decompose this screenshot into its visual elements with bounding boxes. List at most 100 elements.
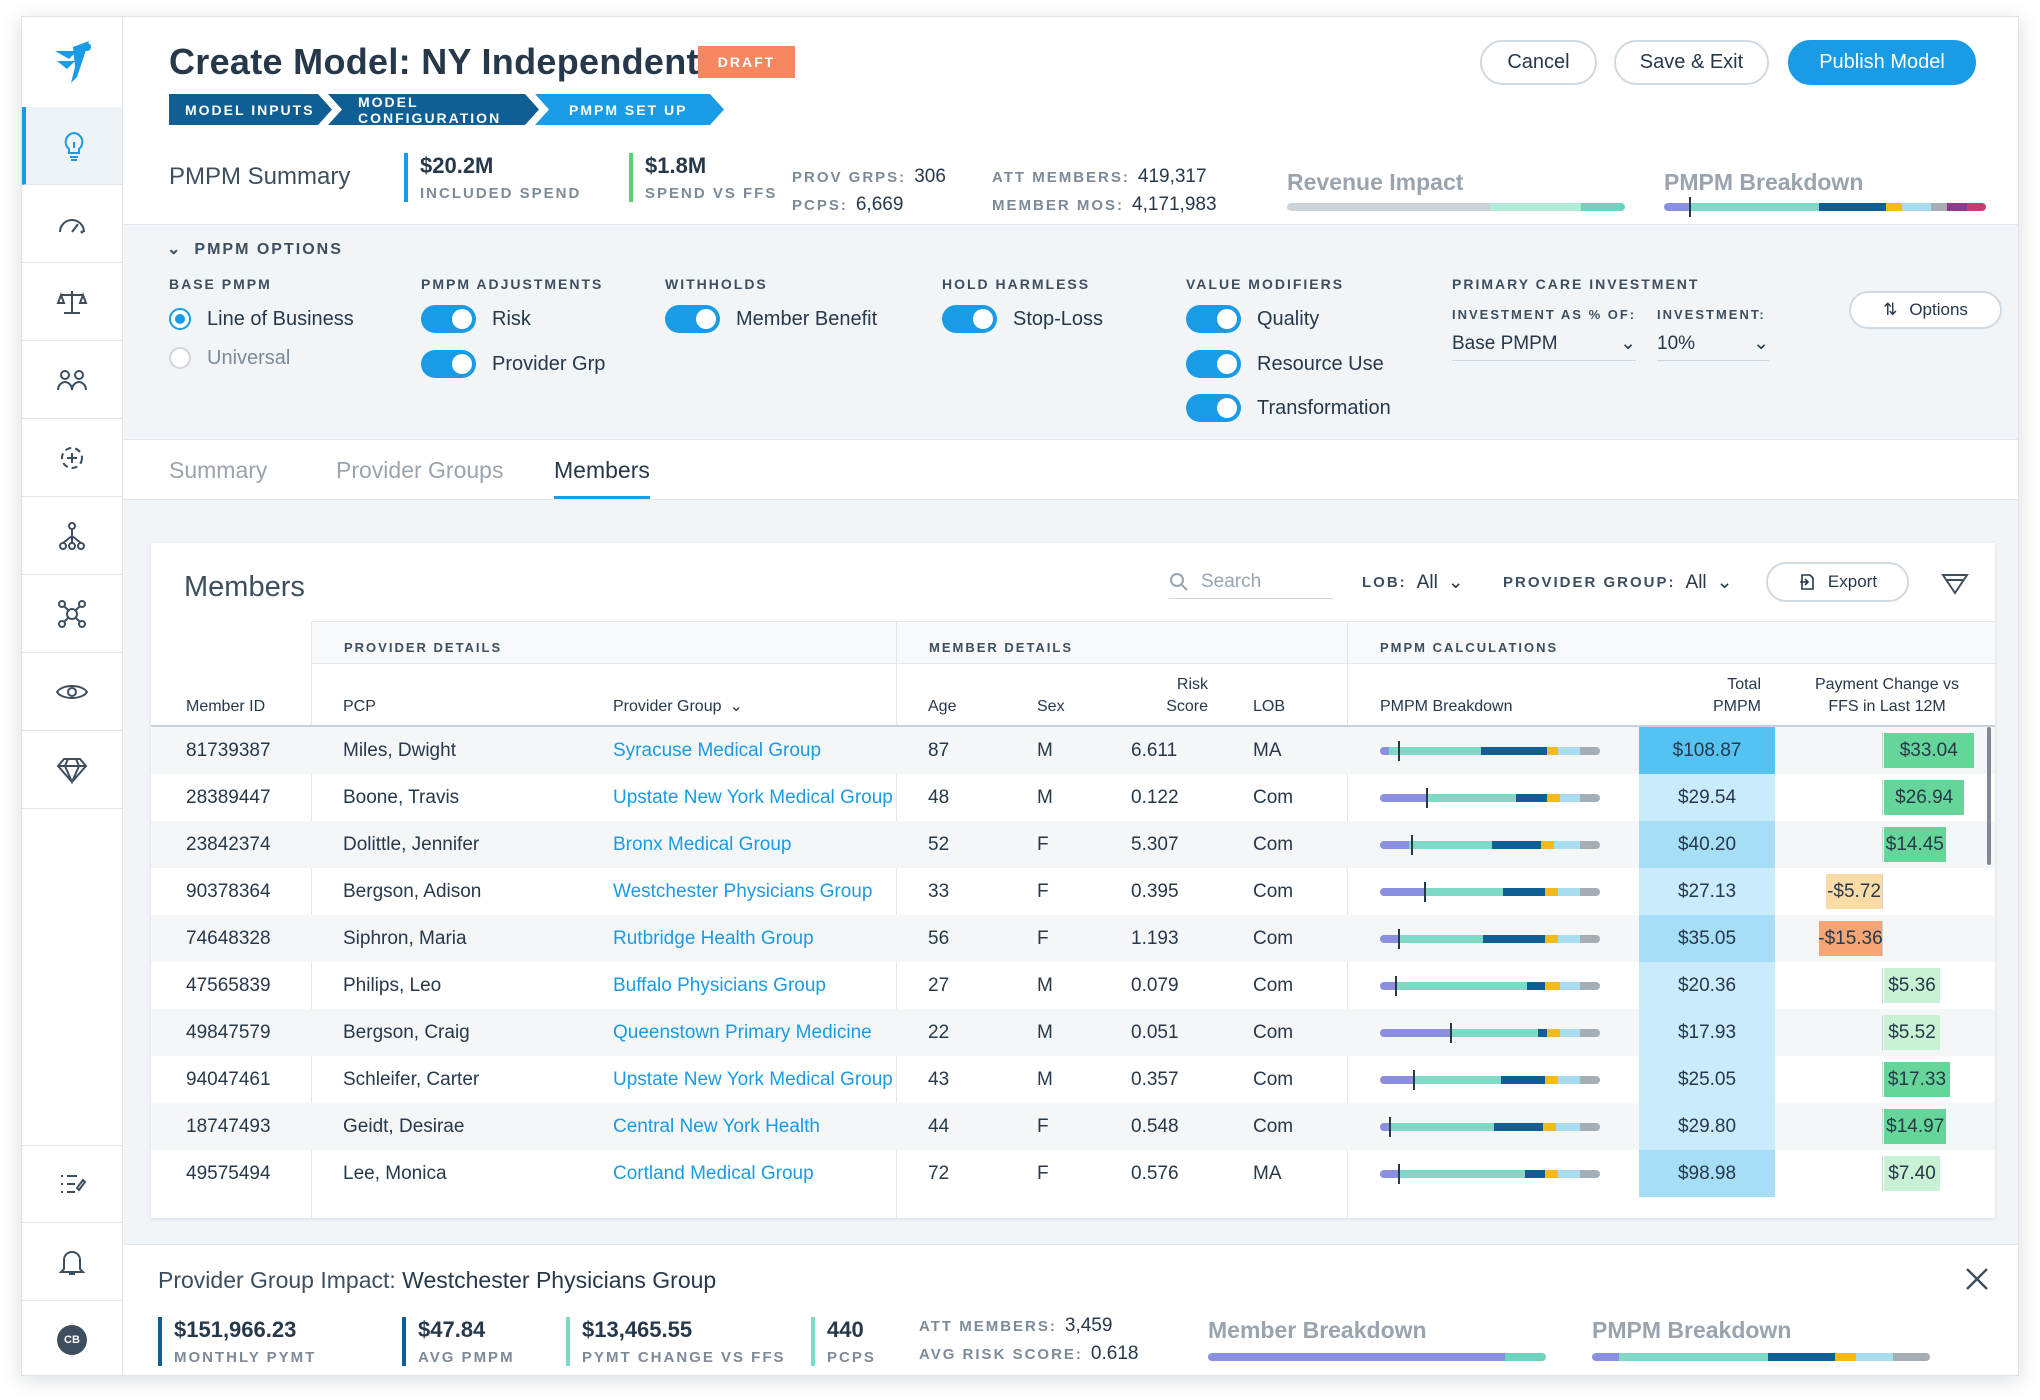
nav-network[interactable]: [22, 419, 122, 497]
cell-provider-group-link[interactable]: Rutbridge Health Group: [613, 928, 814, 949]
member-breakdown-bar[interactable]: [1208, 1353, 1546, 1361]
column-header-payment-change[interactable]: Payment Change vs FFS in Last 12M: [1787, 674, 1987, 718]
app-window: CB Create Model: NY Independent DRAFT Ca…: [21, 16, 2019, 1376]
avatar[interactable]: CB: [57, 1325, 87, 1355]
column-header-provider-group[interactable]: Provider Group ⌄: [613, 696, 743, 718]
investment-select[interactable]: 10% ⌄: [1657, 327, 1769, 361]
toggle-switch: [1186, 394, 1241, 422]
toggle-risk[interactable]: Risk: [421, 304, 531, 334]
publish-model-button[interactable]: Publish Model: [1788, 40, 1976, 85]
radio-on-icon: [169, 308, 191, 330]
footer-pmpm-breakdown-bar[interactable]: [1592, 1353, 1930, 1361]
table-row[interactable]: 90378364 Bergson, Adison Westchester Physi…: [151, 868, 1995, 915]
content-area: Members Search LOB: All ⌄ PROVIDER GROUP: A…: [123, 500, 2018, 1244]
nav-balance[interactable]: [22, 263, 122, 341]
toggle-member-benefit[interactable]: Member Benefit: [665, 304, 877, 334]
cell-pmpm-breakdown-bar[interactable]: [1380, 747, 1600, 755]
cell-pmpm-breakdown-bar[interactable]: [1380, 1123, 1600, 1131]
cell-provider-group-link[interactable]: Central New York Health: [613, 1116, 820, 1137]
breadcrumb-step-model-configuration[interactable]: MODEL CONFIGURATION: [328, 94, 539, 125]
column-header-age[interactable]: Age: [928, 698, 957, 715]
column-header-lob[interactable]: LOB: [1253, 698, 1286, 715]
table-row[interactable]: 49575494 Lee, Monica Cortland Medical Grou…: [151, 1150, 1995, 1197]
pmpm-breakdown-bar[interactable]: [1664, 203, 1986, 211]
bar-segment: [1544, 888, 1559, 896]
bar-segment: [1581, 203, 1625, 211]
nav-hub[interactable]: [22, 575, 122, 653]
breadcrumb-step-model-inputs[interactable]: MODEL INPUTS: [169, 94, 332, 125]
nav-watch[interactable]: [22, 653, 122, 731]
column-header-pcp[interactable]: PCP: [343, 698, 376, 715]
provider-group-filter[interactable]: PROVIDER GROUP: All ⌄: [1503, 571, 1733, 594]
cell-pmpm-breakdown-bar[interactable]: [1380, 1076, 1600, 1084]
search-input[interactable]: Search: [1169, 565, 1333, 599]
cancel-button[interactable]: Cancel: [1480, 40, 1597, 85]
column-header-member-id[interactable]: Member ID: [186, 698, 266, 715]
table-row[interactable]: 81739387 Miles, Dwight Syracuse Medical Gr…: [151, 727, 1995, 774]
investment-as-select[interactable]: Base PMPM ⌄: [1452, 327, 1636, 361]
table-row[interactable]: 18747493 Geidt, Desirae Central New York H…: [151, 1103, 1995, 1150]
nav-members[interactable]: [22, 341, 122, 419]
nav-tasks[interactable]: [22, 1145, 122, 1223]
toggle-transformation[interactable]: Transformation: [1186, 393, 1391, 423]
revenue-impact-bar[interactable]: [1287, 203, 1625, 211]
chevron-down-icon: ⌄: [167, 241, 183, 258]
options-button[interactable]: ⇅ Options: [1849, 291, 2002, 329]
toggle-resource-use[interactable]: Resource Use: [1186, 349, 1384, 379]
cell-member-id: 90378364: [186, 881, 271, 902]
cell-pmpm-breakdown-bar[interactable]: [1380, 1029, 1600, 1037]
table-row[interactable]: 94047461 Schleifer, Carter Upstate New Yor…: [151, 1056, 1995, 1103]
tab-members[interactable]: Members: [554, 457, 650, 499]
column-header-risk-score[interactable]: Risk Score: [1131, 674, 1208, 718]
close-icon[interactable]: [1963, 1265, 1991, 1293]
table-row[interactable]: 23842374 Dolittle, Jennifer Bronx Medical …: [151, 821, 1995, 868]
table-row[interactable]: 28389447 Boone, Travis Upstate New York Me…: [151, 774, 1995, 821]
nav-premium[interactable]: [22, 731, 122, 809]
tab-provider-groups[interactable]: Provider Groups: [336, 457, 504, 483]
table-row[interactable]: 47565839 Philips, Leo Buffalo Physicians G…: [151, 962, 1995, 1009]
cell-provider-group-link[interactable]: Bronx Medical Group: [613, 834, 792, 855]
cell-pmpm-breakdown-bar[interactable]: [1380, 935, 1600, 943]
cell-provider-group-link[interactable]: Queenstown Primary Medicine: [613, 1022, 872, 1043]
cell-provider-group-link[interactable]: Westchester Physicians Group: [613, 881, 873, 902]
breadcrumb-step-pmpm-setup[interactable]: PMPM SET UP: [535, 94, 724, 125]
table-row[interactable]: 74648328 Siphron, Maria Rutbridge Health G…: [151, 915, 1995, 962]
column-header-total-pmpm[interactable]: Total PMPM: [1641, 674, 1761, 718]
cell-pmpm-breakdown-bar[interactable]: [1380, 841, 1600, 849]
radio-universal[interactable]: Universal: [169, 343, 290, 373]
radio-line-of-business[interactable]: Line of Business: [169, 304, 354, 334]
cell-provider-group-link[interactable]: Buffalo Physicians Group: [613, 975, 826, 996]
tab-summary[interactable]: Summary: [169, 457, 268, 483]
save-exit-button[interactable]: Save & Exit: [1614, 40, 1769, 85]
pmpm-options-toggle[interactable]: ⌄ PMPM OPTIONS: [167, 239, 343, 259]
cell-member-id: 94047461: [186, 1069, 271, 1090]
nav-performance[interactable]: [22, 185, 122, 263]
bar-segment: [1397, 935, 1484, 943]
cell-total-pmpm: $25.05: [1639, 1056, 1775, 1103]
cell-provider-group-link[interactable]: Upstate New York Medical Group: [613, 1069, 893, 1090]
table-scrollbar[interactable]: [1987, 727, 1991, 865]
cell-provider-group-link[interactable]: Cortland Medical Group: [613, 1163, 814, 1184]
nav-insights[interactable]: [22, 107, 122, 185]
column-header-sex[interactable]: Sex: [1037, 698, 1065, 715]
column-header-pmpm-breakdown[interactable]: PMPM Breakdown: [1380, 698, 1513, 715]
cell-pmpm-breakdown-bar[interactable]: [1380, 1170, 1600, 1178]
cell-pmpm-breakdown-marker: [1426, 788, 1429, 808]
logo-icon[interactable]: [47, 37, 97, 87]
toggle-stop-loss[interactable]: Stop-Loss: [942, 304, 1103, 334]
filter-icon[interactable]: [1941, 573, 1969, 595]
table-row[interactable]: 49847579 Bergson, Craig Queenstown Primary…: [151, 1009, 1995, 1056]
cell-total-pmpm: $29.54: [1639, 774, 1775, 821]
toggle-provider-grp[interactable]: Provider Grp: [421, 349, 605, 379]
toggle-quality[interactable]: Quality: [1186, 304, 1319, 334]
cell-pmpm-breakdown-bar[interactable]: [1380, 794, 1600, 802]
cell-provider-group-link[interactable]: Syracuse Medical Group: [613, 740, 822, 761]
nav-notifications[interactable]: [22, 1223, 122, 1301]
nav-hierarchy[interactable]: [22, 497, 122, 575]
export-button[interactable]: Export: [1766, 562, 1909, 602]
cell-pmpm-breakdown-bar[interactable]: [1380, 982, 1600, 990]
cell-pmpm-breakdown-bar[interactable]: [1380, 888, 1600, 896]
lob-filter[interactable]: LOB: All ⌄: [1362, 571, 1464, 594]
cell-provider-group-link[interactable]: Upstate New York Medical Group: [613, 787, 893, 808]
payment-change-axis: [1882, 968, 1883, 1003]
